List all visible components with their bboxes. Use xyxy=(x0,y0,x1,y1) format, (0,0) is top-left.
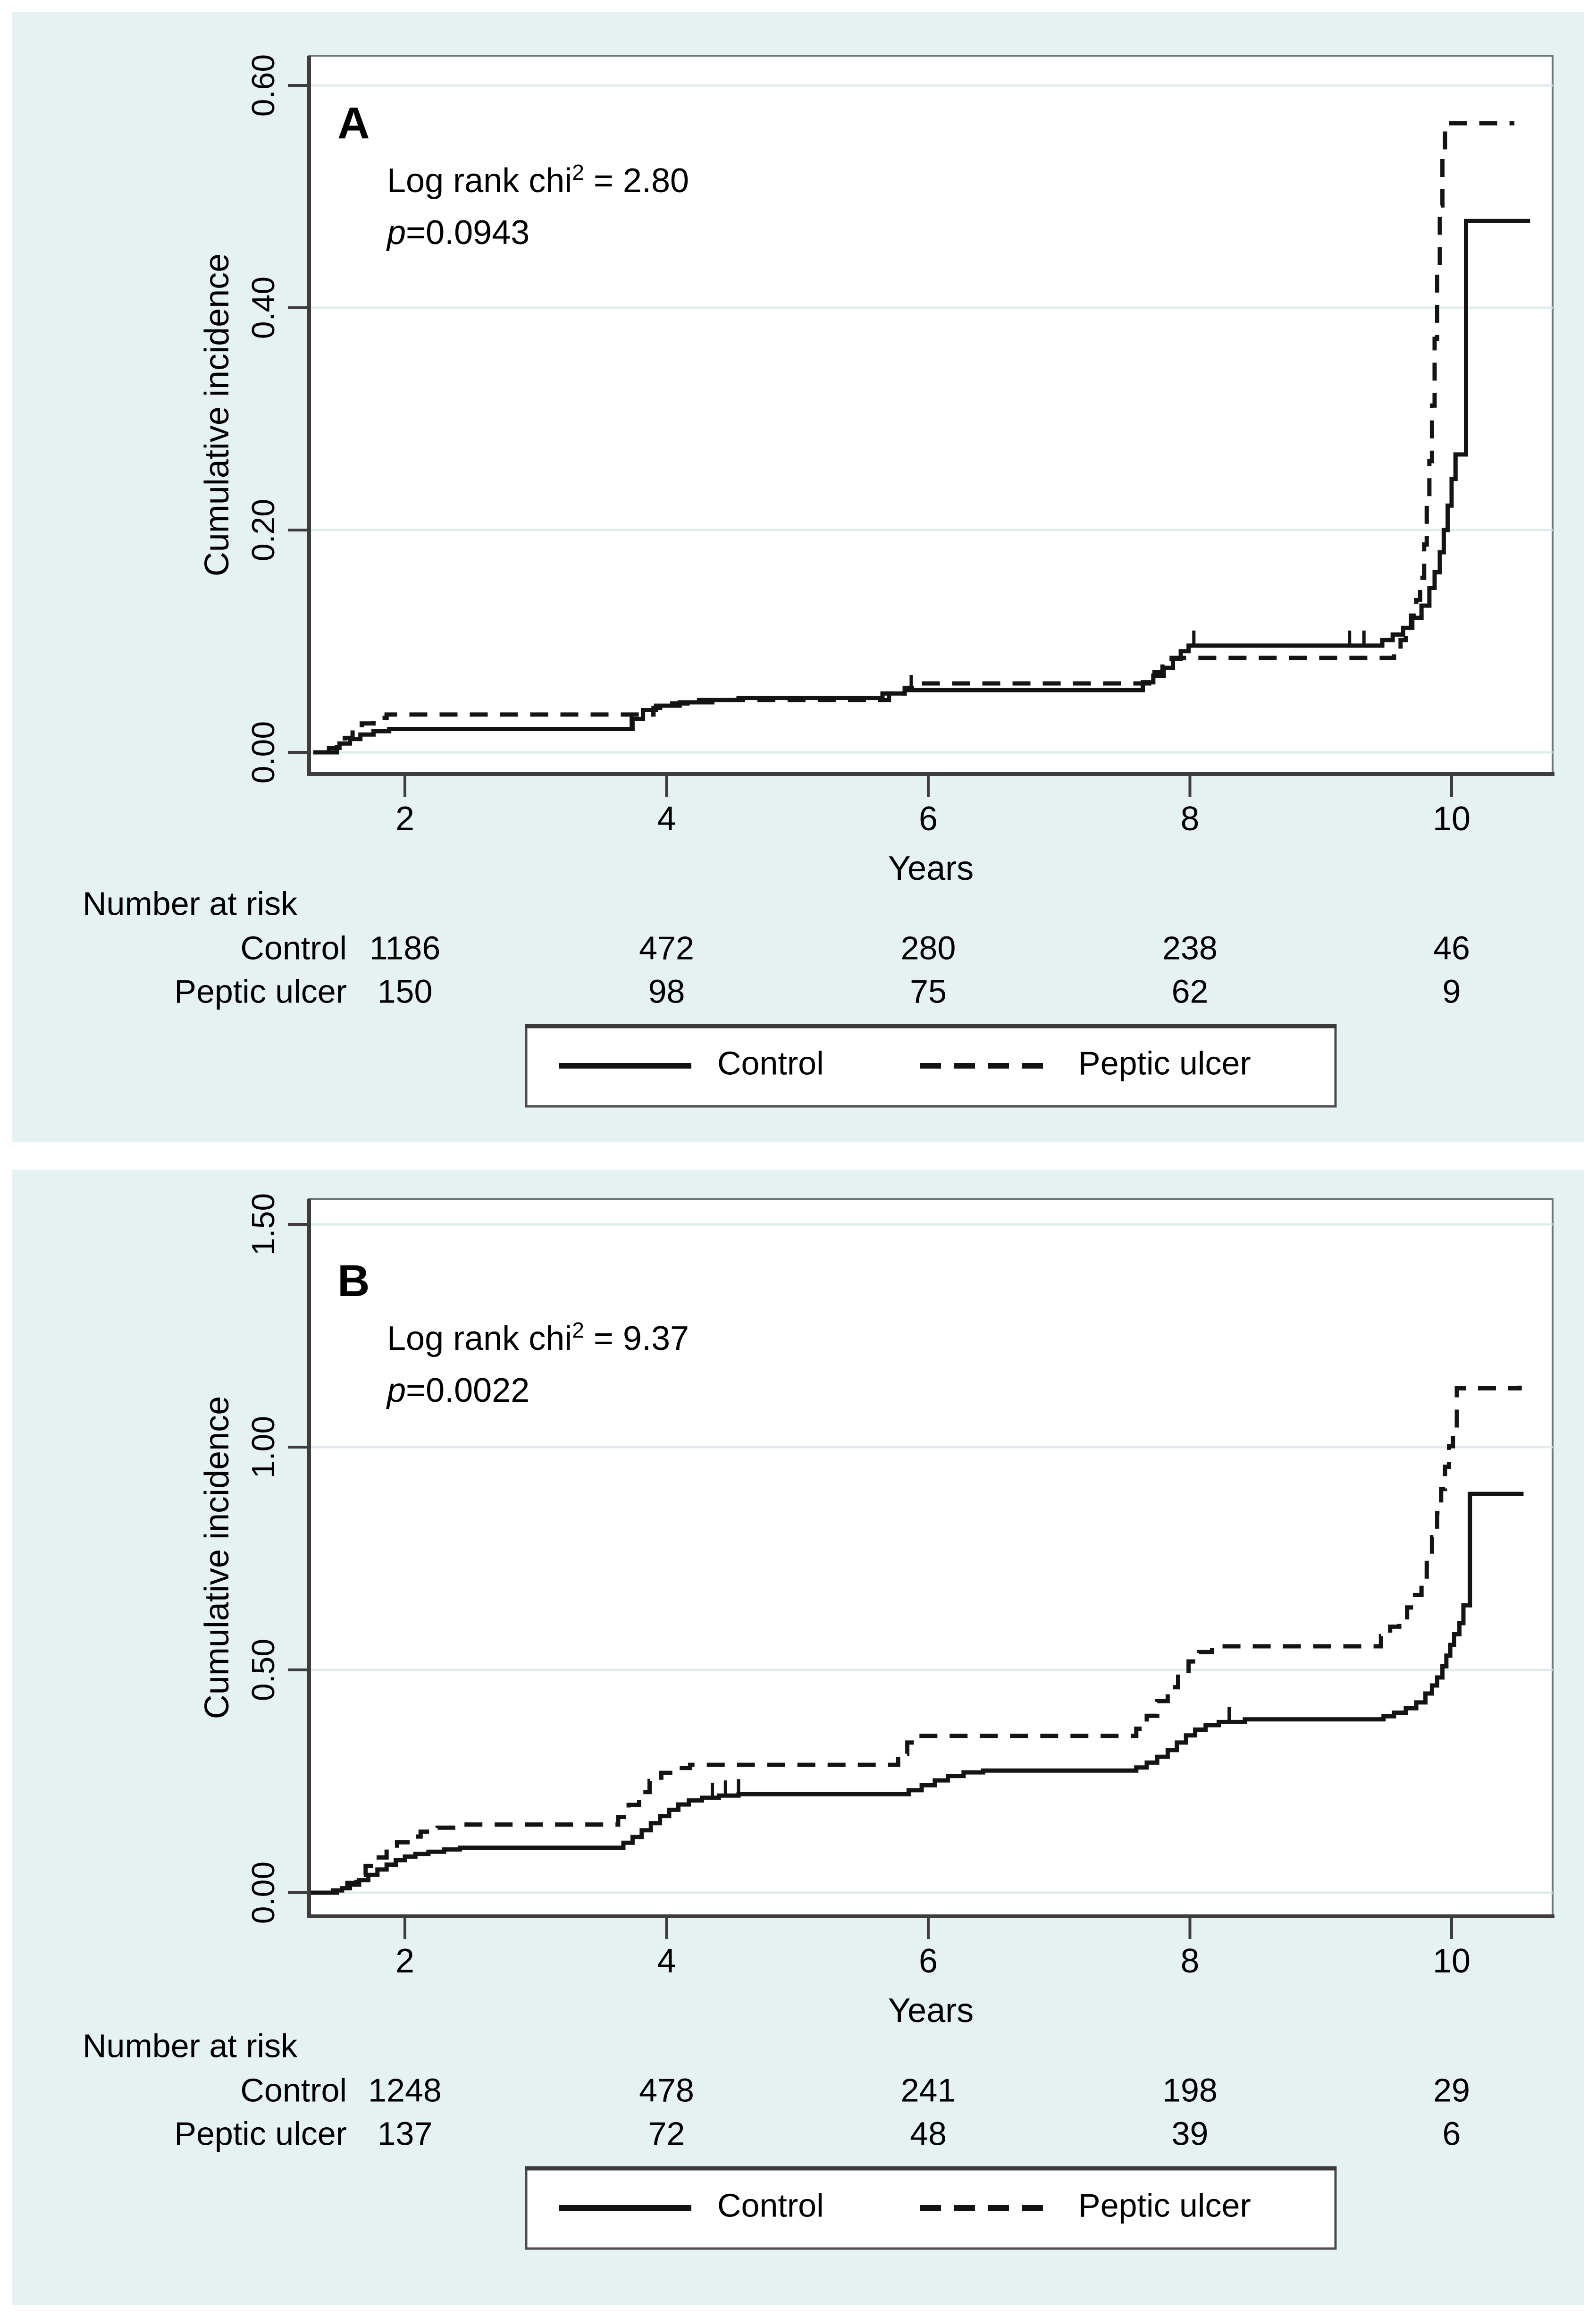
x-tick-label: 2 xyxy=(395,1942,414,1980)
number-at-risk-table: Number at risk Control 1186 472 280 238 46 Pept… xyxy=(83,885,1470,1010)
peptic-ulcer-curve xyxy=(326,121,1515,755)
risk-value: 1186 xyxy=(370,929,441,966)
gridlines xyxy=(309,84,1553,754)
risk-value: 137 xyxy=(378,2115,433,2152)
risk-value: 46 xyxy=(1433,929,1470,966)
risk-value: 29 xyxy=(1433,2072,1470,2108)
x-tick-label: 6 xyxy=(919,800,938,838)
legend-item-peptic-ulcer: Peptic ulcer xyxy=(920,2187,1251,2224)
annotation: Log rank chi2 = 2.80 p=0.0943 xyxy=(386,160,689,252)
y-tick-label: 0.40 xyxy=(245,277,281,339)
risk-row-label: Control xyxy=(240,929,347,966)
risk-value: 72 xyxy=(648,2115,685,2152)
gridlines xyxy=(309,1223,1553,1894)
legend-item-label: Control xyxy=(717,1045,824,1081)
legend-item-label: Peptic ulcer xyxy=(1078,1045,1251,1081)
risk-value: 241 xyxy=(901,2072,956,2108)
panel-label: B xyxy=(337,1256,370,1306)
risk-value: 75 xyxy=(910,973,947,1010)
plot-area xyxy=(308,1198,1554,1917)
risk-value: 62 xyxy=(1172,973,1209,1010)
number-at-risk-title: Number at risk xyxy=(83,2027,298,2064)
panel-b-chart: 0.00 0.50 1.00 1.50 2 4 6 8 10 Cumulative inciden… xyxy=(12,1170,1584,2308)
number-at-risk-title: Number at risk xyxy=(83,885,298,922)
logrank-annotation: Log rank chi2 = 9.37 xyxy=(387,1318,689,1357)
risk-value: 39 xyxy=(1172,2115,1209,2152)
y-axis: 0.00 0.20 0.40 0.60 xyxy=(245,54,311,784)
risk-row-label: Peptic ulcer xyxy=(174,2115,347,2152)
x-tick-label: 10 xyxy=(1433,1942,1470,1980)
legend: Control Peptic ulcer xyxy=(525,1024,1337,1108)
panel-a-chart: 0.00 0.20 0.40 0.60 2 4 6 8 10 Cumulative inciden… xyxy=(12,12,1584,1145)
risk-value: 198 xyxy=(1162,2072,1218,2108)
risk-value: 48 xyxy=(910,2115,947,2152)
x-tick-label: 4 xyxy=(657,800,676,838)
risk-value: 150 xyxy=(378,973,433,1010)
y-axis-title: Cumulative incidence xyxy=(198,253,236,576)
x-axis: 2 4 6 8 10 xyxy=(307,772,1554,838)
y-tick-label: 1.50 xyxy=(245,1193,281,1255)
y-tick-label: 0.20 xyxy=(245,499,281,561)
legend-item-control: Control xyxy=(559,1045,824,1081)
risk-value: 280 xyxy=(901,929,956,966)
x-tick-label: 10 xyxy=(1433,800,1470,838)
risk-value: 478 xyxy=(639,2072,694,2108)
chart-svg-b: 0.00 0.50 1.00 1.50 2 4 6 8 10 Cumulative inciden… xyxy=(12,1170,1584,2305)
p-value: p=0.0022 xyxy=(386,1372,529,1409)
peptic-ulcer-curve xyxy=(321,1385,1522,1895)
risk-value: 238 xyxy=(1162,929,1218,966)
risk-row-peptic-ulcer: Peptic ulcer 150 98 75 62 9 xyxy=(174,973,1461,1010)
x-tick-label: 2 xyxy=(395,800,414,838)
risk-value: 98 xyxy=(648,973,685,1010)
y-axis-title: Cumulative incidence xyxy=(198,1396,236,1719)
annotation: Log rank chi2 = 9.37 p=0.0022 xyxy=(386,1318,689,1409)
y-tick-label: 0.50 xyxy=(245,1639,281,1701)
plot-area xyxy=(308,55,1554,775)
legend-item-control: Control xyxy=(559,2187,824,2224)
x-tick-label: 6 xyxy=(919,1942,938,1980)
x-tick-label: 4 xyxy=(657,1942,676,1980)
risk-row-control: Control 1248 478 241 198 29 xyxy=(240,2072,1470,2108)
logrank-annotation: Log rank chi2 = 2.80 xyxy=(387,160,689,200)
y-tick-label: 1.00 xyxy=(245,1416,281,1478)
x-tick-label: 8 xyxy=(1180,1942,1199,1980)
y-tick-label: 0.00 xyxy=(245,721,281,784)
legend: Control Peptic ulcer xyxy=(525,2166,1337,2250)
legend-item-peptic-ulcer: Peptic ulcer xyxy=(920,1045,1251,1081)
risk-value: 1248 xyxy=(368,2072,442,2108)
x-axis-title: Years xyxy=(888,850,974,887)
risk-value: 472 xyxy=(639,929,694,966)
x-axis-title: Years xyxy=(888,1992,974,2030)
x-axis: 2 4 6 8 10 xyxy=(307,1914,1554,1980)
legend-item-label: Control xyxy=(717,2187,824,2224)
y-tick-label: 0.00 xyxy=(245,1862,281,1924)
x-tick-label: 8 xyxy=(1180,800,1199,838)
y-axis: 0.00 0.50 1.00 1.50 xyxy=(245,1193,311,1924)
risk-row-label: Peptic ulcer xyxy=(174,973,347,1010)
number-at-risk-table: Number at risk Control 1248 478 241 198 29 Pept… xyxy=(83,2027,1470,2152)
risk-row-label: Control xyxy=(240,2072,347,2108)
control-curve xyxy=(311,1491,1524,1895)
legend-item-label: Peptic ulcer xyxy=(1078,2187,1251,2224)
risk-value: 6 xyxy=(1443,2115,1461,2152)
panel-label: A xyxy=(337,98,370,148)
p-value: p=0.0943 xyxy=(386,214,529,252)
risk-row-peptic-ulcer: Peptic ulcer 137 72 48 39 6 xyxy=(174,2115,1461,2152)
control-curve xyxy=(313,219,1530,755)
risk-row-control: Control 1186 472 280 238 46 xyxy=(240,929,1470,966)
y-tick-label: 0.60 xyxy=(245,54,281,117)
risk-value: 9 xyxy=(1443,973,1461,1010)
